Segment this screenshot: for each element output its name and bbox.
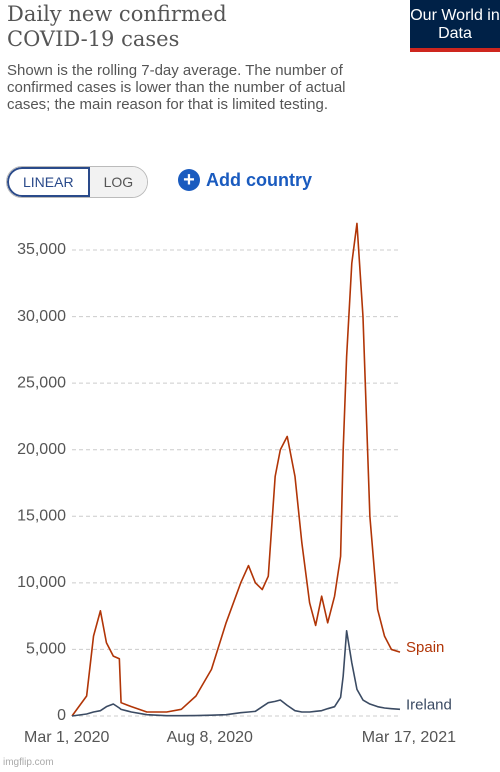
chart-subtitle: Shown is the rolling 7-day average. The … bbox=[7, 62, 346, 113]
series-label: Ireland bbox=[406, 696, 452, 713]
chart-title: Daily new confirmed COVID-19 cases bbox=[7, 2, 227, 51]
y-tick-label: 0 bbox=[57, 707, 66, 724]
log-button[interactable]: LOG bbox=[89, 167, 148, 197]
series-label: Spain bbox=[406, 639, 444, 656]
add-country-label: Add country bbox=[206, 169, 312, 190]
y-tick-label: 5,000 bbox=[26, 641, 66, 658]
add-country-button[interactable]: + Add country bbox=[178, 169, 312, 191]
plus-icon: + bbox=[178, 169, 200, 191]
y-tick-label: 10,000 bbox=[17, 574, 66, 591]
y-tick-label: 20,000 bbox=[17, 441, 66, 458]
series-line bbox=[71, 222, 401, 717]
logo[interactable]: Our World in Data bbox=[410, 0, 500, 52]
scale-toggle: LINEAR LOG bbox=[6, 166, 149, 198]
watermark: imgflip.com bbox=[3, 757, 54, 768]
x-tick-label: Mar 1, 2020 bbox=[24, 729, 109, 746]
linear-button[interactable]: LINEAR bbox=[7, 167, 90, 197]
y-tick-label: 30,000 bbox=[17, 308, 66, 325]
y-tick-label: 35,000 bbox=[17, 241, 66, 258]
series-line bbox=[71, 629, 401, 717]
y-tick-label: 15,000 bbox=[17, 508, 66, 525]
x-tick-label: Aug 8, 2020 bbox=[167, 729, 253, 746]
y-tick-label: 25,000 bbox=[17, 374, 66, 391]
x-tick-label: Mar 17, 2021 bbox=[362, 729, 456, 746]
